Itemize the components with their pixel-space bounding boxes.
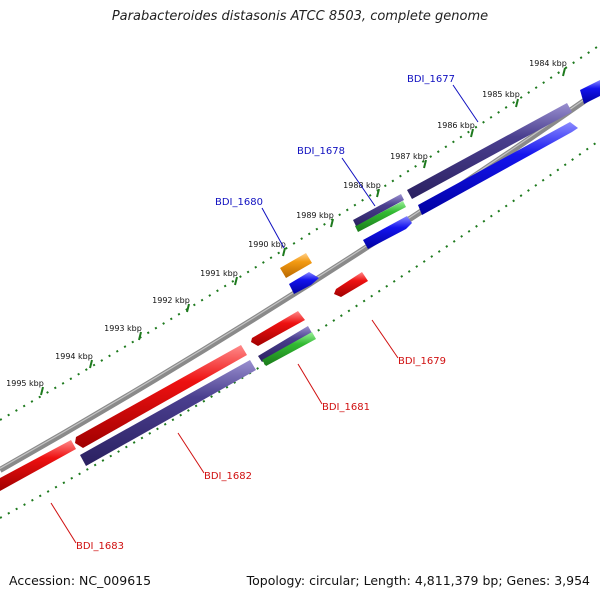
gene-bdi-1677-bar-next[interactable] [580, 80, 600, 104]
gene-bdi-1682-bar[interactable] [75, 345, 247, 448]
gene-label-bdi-1681[interactable]: BDI_1681 [322, 402, 370, 413]
gene-bdi-1683-bar[interactable] [0, 440, 76, 491]
gene-bdi-1678-bar[interactable] [363, 216, 412, 249]
tick-label: 1988 kbp [343, 181, 381, 190]
accession-label: Accession: NC_009615 [9, 573, 152, 588]
gene-bdi-1681-coding-bar[interactable] [262, 332, 316, 366]
gene-label-bdi-1683[interactable]: BDI_1683 [76, 541, 124, 552]
gene-bdi-1680-coding-bar[interactable] [280, 253, 312, 278]
gene-bdi-1680-bar[interactable] [289, 272, 319, 294]
forward-leader-lines [261, 84, 479, 249]
gene-bdi-1682-coding-bar[interactable] [80, 360, 256, 466]
tick-mark [186, 303, 190, 313]
tick-label: 1994 kbp [55, 352, 93, 361]
gene-bdi-1678-coding-bar[interactable] [355, 201, 406, 232]
tick-label: 1985 kbp [482, 90, 520, 99]
gene-bdi-1677-bar[interactable] [418, 122, 578, 215]
gene-label-bdi-1678[interactable]: BDI_1678 [297, 146, 345, 157]
reverse-features [0, 272, 368, 491]
gene-label-bdi-1680[interactable]: BDI_1680 [215, 197, 263, 208]
gene-bdi-1681-bar[interactable] [251, 311, 305, 346]
tick-label: 1993 kbp [104, 324, 142, 333]
tick-mark [376, 188, 380, 198]
tick-mark [470, 128, 474, 138]
gene-label-bdi-1677[interactable]: BDI_1677 [407, 74, 455, 85]
tick-label: 1990 kbp [248, 240, 286, 249]
tick-label: 1986 kbp [437, 121, 475, 130]
gene-label-bdi-1679[interactable]: BDI_1679 [398, 356, 446, 367]
tick-label: 1987 kbp [390, 152, 428, 161]
major-ticks [40, 67, 566, 396]
tick-mark [423, 159, 427, 169]
tick-labels: 1984 kbp 1985 kbp 1986 kbp 1987 kbp 1988 kbp… [6, 59, 567, 388]
gene-bdi-1677-coding-bar[interactable] [407, 103, 572, 199]
gene-bdi-1678-coding-strip[interactable] [353, 194, 404, 226]
tick-mark [89, 359, 93, 369]
gene-bdi-1681-coding-strip[interactable] [258, 326, 312, 362]
tick-mark [138, 331, 142, 341]
tick-label: 1995 kbp [6, 379, 44, 388]
forward-features [280, 80, 600, 294]
genome-summary: Topology: circular; Length: 4,811,379 bp… [246, 573, 590, 588]
outer-tick-ring [0, 44, 600, 421]
genome-title: Parabacteroides distasonis ATCC 8503, co… [111, 9, 489, 24]
tick-label: 1991 kbp [200, 269, 238, 278]
tick-label: 1989 kbp [296, 211, 334, 220]
tick-mark [330, 218, 334, 228]
gene-label-bdi-1682[interactable]: BDI_1682 [204, 471, 252, 482]
tick-mark [515, 98, 519, 108]
tick-mark [282, 247, 286, 257]
tick-mark [234, 276, 238, 286]
gene-bdi-1679-bar[interactable] [334, 272, 368, 297]
tick-label: 1992 kbp [152, 296, 190, 305]
tick-label: 1984 kbp [529, 59, 567, 68]
reverse-leader-lines [50, 319, 399, 544]
tick-mark [40, 386, 44, 396]
tick-mark [562, 67, 566, 77]
